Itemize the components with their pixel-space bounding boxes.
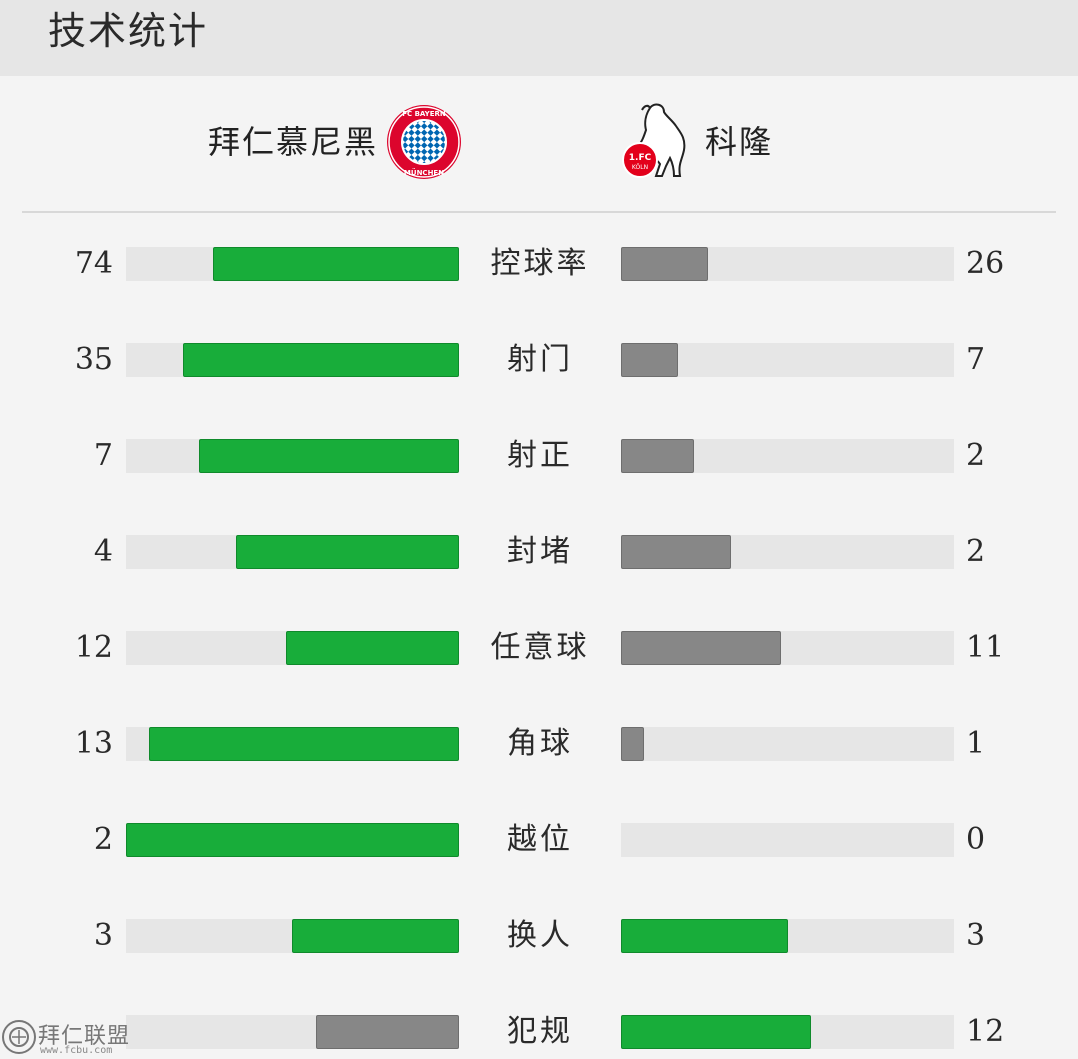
stat-label: 任意球: [490, 630, 590, 665]
away-stat-bar-track: [621, 823, 954, 857]
home-stat-bar-track: [126, 439, 459, 473]
svg-text:1.FC: 1.FC: [629, 153, 652, 163]
home-stat-value: 7: [93, 438, 113, 473]
header-bar: 技术统计: [0, 0, 1078, 76]
stat-row: 13 角球 1: [0, 726, 1078, 762]
home-stat-bar: [126, 823, 459, 857]
stat-row: 2 越位 0: [0, 822, 1078, 858]
watermark-url: www.fcbu.com: [40, 1045, 113, 1056]
away-stat-bar: [621, 439, 694, 473]
home-stat-bar: [149, 727, 459, 761]
home-team-name: 拜仁慕尼黑: [207, 123, 378, 161]
home-stat-value: 12: [74, 630, 113, 665]
away-stat-bar-track: [621, 247, 954, 281]
home-stat-value: 13: [74, 726, 113, 761]
home-stat-bar: [183, 343, 459, 377]
stat-label: 越位: [507, 822, 573, 857]
svg-text:FC BAYERN: FC BAYERN: [402, 110, 446, 118]
home-stat-bar-track: [126, 247, 459, 281]
stat-label: 控球率: [490, 246, 590, 281]
home-stat-bar: [213, 247, 459, 281]
home-stat-bar-track: [126, 727, 459, 761]
watermark: 拜仁联盟 www.fcbu.com: [0, 1016, 150, 1059]
home-stat-bar-track: [126, 631, 459, 665]
away-stat-bar: [621, 631, 781, 665]
stat-label: 射门: [507, 342, 573, 377]
divider: [22, 211, 1056, 213]
stat-row: 35 射门 7: [0, 342, 1078, 378]
away-stat-bar-track: [621, 343, 954, 377]
away-team-name: 科隆: [705, 123, 774, 161]
away-stat-bar: [621, 919, 788, 953]
watermark-text: 拜仁联盟: [38, 1024, 131, 1049]
stat-row: 3 换人 3: [0, 918, 1078, 954]
away-stat-bar-track: [621, 1015, 954, 1049]
away-stat-bar-track: [621, 727, 954, 761]
away-stat-value: 7: [966, 342, 986, 377]
home-stat-bar-track: [126, 343, 459, 377]
teams-header: 拜仁慕尼黑 FC BAYERN MÜNCHEN 1.FC KÖLN 科隆: [0, 96, 1078, 196]
page-title: 技术统计: [48, 9, 209, 53]
home-stat-bar-track: [126, 919, 459, 953]
home-stat-bar: [316, 1015, 459, 1049]
stat-label: 换人: [507, 918, 573, 953]
away-stat-value: 3: [966, 918, 986, 953]
away-stat-value: 26: [966, 246, 1005, 281]
fc-koeln-logo-icon: 1.FC KÖLN: [622, 103, 686, 178]
svg-text:KÖLN: KÖLN: [632, 164, 648, 171]
away-stat-bar-track: [621, 439, 954, 473]
away-stat-value: 2: [966, 438, 986, 473]
away-stat-bar: [621, 1015, 811, 1049]
stat-row: 12 任意球 11: [0, 630, 1078, 666]
home-stat-bar-track: [126, 1015, 459, 1049]
home-stat-bar: [236, 535, 459, 569]
away-stat-bar: [621, 535, 731, 569]
home-stat-bar: [199, 439, 459, 473]
stat-row: 4 封堵 2: [0, 534, 1078, 570]
home-stat-bar: [292, 919, 459, 953]
home-stat-value: 2: [93, 822, 113, 857]
away-stat-value: 12: [966, 1014, 1005, 1049]
away-stat-bar-track: [621, 535, 954, 569]
stat-row: 74 控球率 26: [0, 246, 1078, 282]
svg-text:MÜNCHEN: MÜNCHEN: [404, 168, 444, 177]
stat-label: 角球: [507, 726, 573, 761]
away-stat-bar: [621, 343, 678, 377]
away-stat-value: 0: [966, 822, 986, 857]
home-stat-bar-track: [126, 535, 459, 569]
away-stat-bar-track: [621, 919, 954, 953]
away-stat-bar-track: [621, 631, 954, 665]
home-stat-bar-track: [126, 823, 459, 857]
away-stat-bar: [621, 247, 708, 281]
home-stat-value: 3: [93, 918, 113, 953]
home-stat-value: 74: [74, 246, 113, 281]
stat-label: 射正: [507, 438, 573, 473]
away-stat-bar: [621, 727, 644, 761]
away-stat-value: 1: [966, 726, 986, 761]
fc-bayern-logo-icon: FC BAYERN MÜNCHEN: [387, 105, 461, 179]
home-stat-value: 35: [74, 342, 113, 377]
stat-row: 7 射正 2: [0, 438, 1078, 474]
stat-label: 封堵: [507, 534, 573, 569]
home-stat-bar: [286, 631, 459, 665]
stat-label: 犯规: [507, 1014, 573, 1049]
away-stat-value: 11: [966, 630, 1005, 665]
stat-row: 犯规 12: [0, 1014, 1078, 1050]
away-stat-value: 2: [966, 534, 986, 569]
watermark-logo-icon: [2, 1020, 36, 1054]
home-stat-value: 4: [93, 534, 113, 569]
